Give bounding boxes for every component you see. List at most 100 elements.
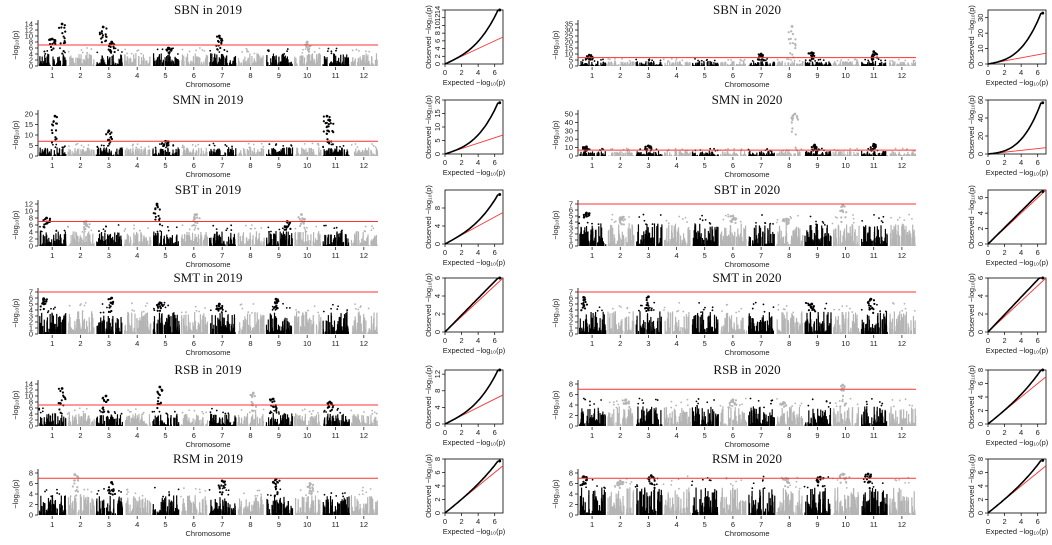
snp-column [259, 151, 261, 156]
snp-point [188, 228, 191, 231]
snp-column [333, 53, 335, 66]
snp-column [186, 53, 189, 66]
snp-column [664, 62, 666, 66]
snp-column [632, 155, 634, 156]
chromosome-label: 3 [107, 251, 111, 260]
snp-point [317, 142, 320, 145]
snp-column [618, 63, 620, 66]
snp-column [896, 64, 898, 66]
snp-column [603, 154, 605, 156]
snp-point [133, 224, 135, 227]
snp-column [584, 63, 586, 66]
snp-column [326, 153, 328, 156]
snp-column [282, 231, 285, 246]
snp-column [266, 155, 269, 156]
snp-column [753, 154, 756, 156]
snp-column [297, 152, 300, 156]
snp-column [652, 153, 654, 156]
snp-column [644, 62, 647, 66]
snp-column [626, 61, 629, 66]
snp-column [753, 154, 755, 156]
snp-column [359, 56, 361, 66]
snp-column [145, 60, 147, 66]
snp-column [309, 60, 311, 66]
snp-point [247, 142, 250, 145]
snp-column [369, 63, 371, 66]
snp-column [366, 65, 368, 66]
snp-column [764, 155, 766, 156]
x-tick-label: 0 [986, 158, 990, 167]
snp-column [702, 65, 704, 66]
snp-column [249, 65, 251, 66]
snp-column [125, 241, 128, 246]
snp-column [684, 62, 686, 66]
snp-column [78, 54, 80, 66]
snp-column [74, 64, 76, 66]
snp-column [703, 63, 705, 66]
peak-snp [54, 122, 58, 125]
snp-column [884, 62, 887, 66]
panel-title: SBN in 2019 [174, 2, 242, 17]
snp-column [172, 62, 175, 66]
snp-column [588, 61, 590, 66]
snp-column [604, 154, 606, 156]
snp-column [776, 64, 778, 66]
y-axis-label: Observed −log₁₀(p) [424, 95, 433, 159]
snp-point [694, 57, 696, 60]
y-axis-label: Observed −log₁₀(p) [967, 5, 976, 69]
snp-column [727, 151, 729, 156]
y-tick-label: 8 [29, 38, 33, 47]
peak-snp [813, 54, 816, 57]
snp-column [376, 151, 379, 156]
peak-snp [325, 132, 328, 135]
snp-column [628, 155, 631, 156]
snp-column [847, 151, 849, 156]
snp-column [754, 65, 756, 66]
snp-column [183, 55, 185, 66]
snp-column [153, 155, 155, 156]
snp-column [291, 63, 293, 66]
snp-column [154, 60, 156, 66]
snp-column [611, 152, 613, 156]
x-axis-label: Chromosome [724, 170, 769, 179]
snp-column [313, 60, 316, 66]
snp-point [311, 142, 314, 145]
snp-point [67, 145, 70, 148]
snp-column [44, 54, 46, 66]
snp-column [258, 237, 260, 246]
snp-point [313, 50, 316, 53]
snp-column [203, 153, 205, 156]
snp-column [364, 154, 366, 156]
snp-column [79, 64, 81, 66]
snp-point [39, 230, 42, 233]
snp-column [247, 155, 249, 156]
snp-column [206, 60, 209, 66]
snp-column [46, 56, 48, 66]
x-tick-label: 6 [1036, 68, 1040, 77]
chromosome-11-points [322, 47, 350, 66]
snp-point [63, 229, 66, 232]
snp-point [44, 52, 47, 55]
peak-snp [162, 144, 165, 148]
snp-column [275, 55, 277, 66]
snp-column [259, 154, 261, 156]
snp-column [206, 152, 208, 156]
snp-column [853, 151, 855, 156]
snp-point [286, 50, 289, 53]
snp-point [371, 143, 373, 145]
y-axis-label: −log₁₀(p) [11, 30, 20, 60]
snp-column [770, 151, 773, 156]
snp-column [117, 154, 119, 156]
chromosome-label: 4 [135, 71, 139, 80]
chromosome-label: 9 [277, 161, 281, 170]
snp-column [277, 65, 279, 66]
snp-column [230, 149, 232, 156]
snp-column [214, 152, 216, 156]
snp-column [228, 62, 231, 66]
peak-top-snp [325, 114, 329, 118]
snp-column [602, 153, 604, 156]
snp-column [839, 61, 841, 66]
